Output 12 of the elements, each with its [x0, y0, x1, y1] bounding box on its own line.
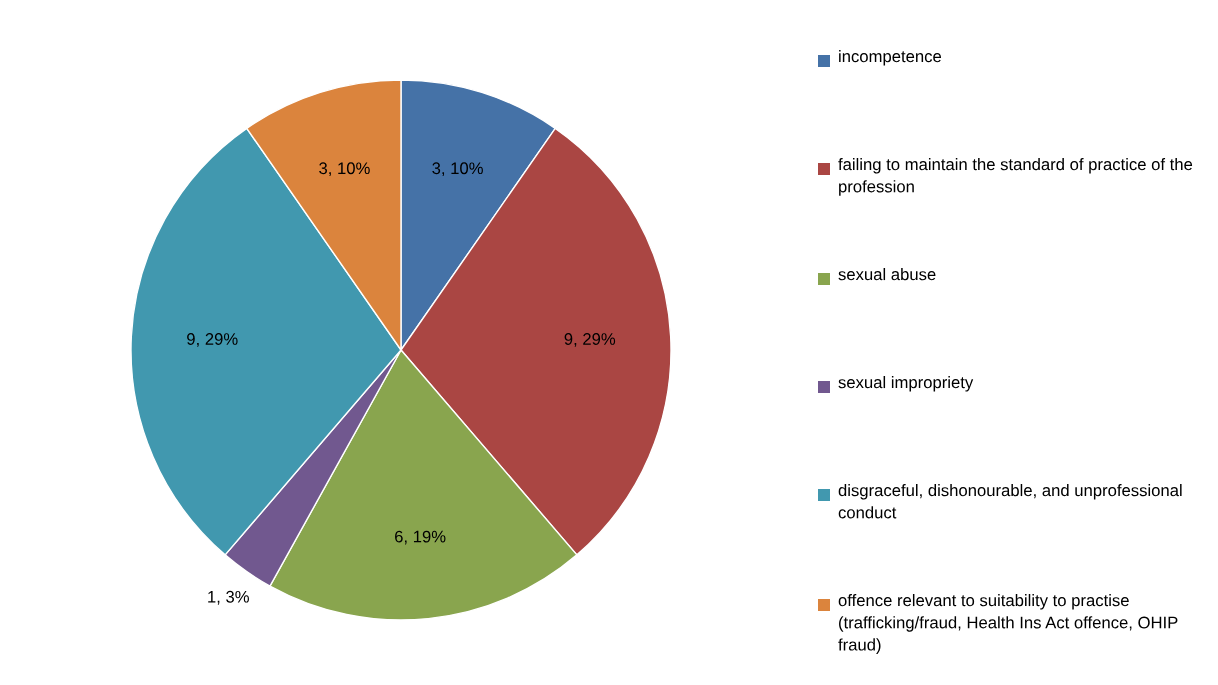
- data-label: 6, 19%: [395, 530, 446, 545]
- legend-label: failing to maintain the standard of practice of the profession: [838, 158, 1193, 196]
- data-label: 9, 29%: [564, 333, 616, 347]
- data-label: 1, 3%: [208, 590, 249, 605]
- legend-label: sexual impropriety: [838, 376, 974, 392]
- legend-label: disgraceful, dishonourable, and unprofessional conduct: [838, 484, 1182, 519]
- data-label: 3, 10%: [432, 162, 483, 177]
- data-label: 3, 10%: [319, 162, 370, 177]
- legend-label: sexual abuse: [838, 268, 936, 281]
- legend-label: offence relevant to suitability to practise (trafficking/fraud, Health Ins Act offence, OHIP fraud): [838, 594, 1178, 654]
- data-label: 9, 29%: [187, 333, 238, 347]
- legend-label: incompetence: [839, 50, 942, 66]
